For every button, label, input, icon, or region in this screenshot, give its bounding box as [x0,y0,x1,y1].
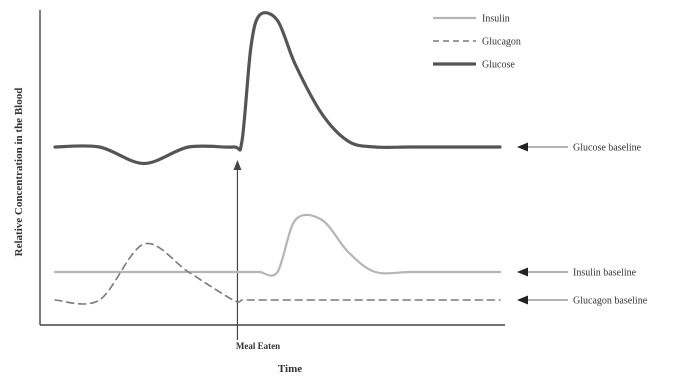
baseline-arrow-0 [517,142,528,152]
baseline-arrow-1 [517,267,528,277]
series-line-glucose [53,11,502,166]
baseline-label-2: Glucagon baseline [573,296,648,307]
axes [39,10,505,340]
baseline-label-0: Glucose baseline [573,143,642,154]
series-line-glucagon [54,242,501,305]
x-axis-label: Time [278,363,302,375]
legend-label-glucose: Glucose [482,60,515,71]
legend-label-insulin: Insulin [482,14,510,25]
baseline-label-1: Insulin baseline [573,268,637,279]
series-line-insulin [53,213,502,277]
y-axis-label: Relative Concentration in the Blood [13,88,25,257]
meal-eaten-arrowhead [233,160,242,170]
series-layer [53,11,502,305]
legend-label-glucagon: Glucagon [482,37,521,48]
meal-eaten-label: Meal Eaten [236,341,280,351]
baseline-labels: Glucose baseline Insulin baseline Glucagon… [517,142,648,307]
legend: Insulin Glucagon Glucose [433,14,521,71]
baseline-arrow-2 [517,295,528,305]
